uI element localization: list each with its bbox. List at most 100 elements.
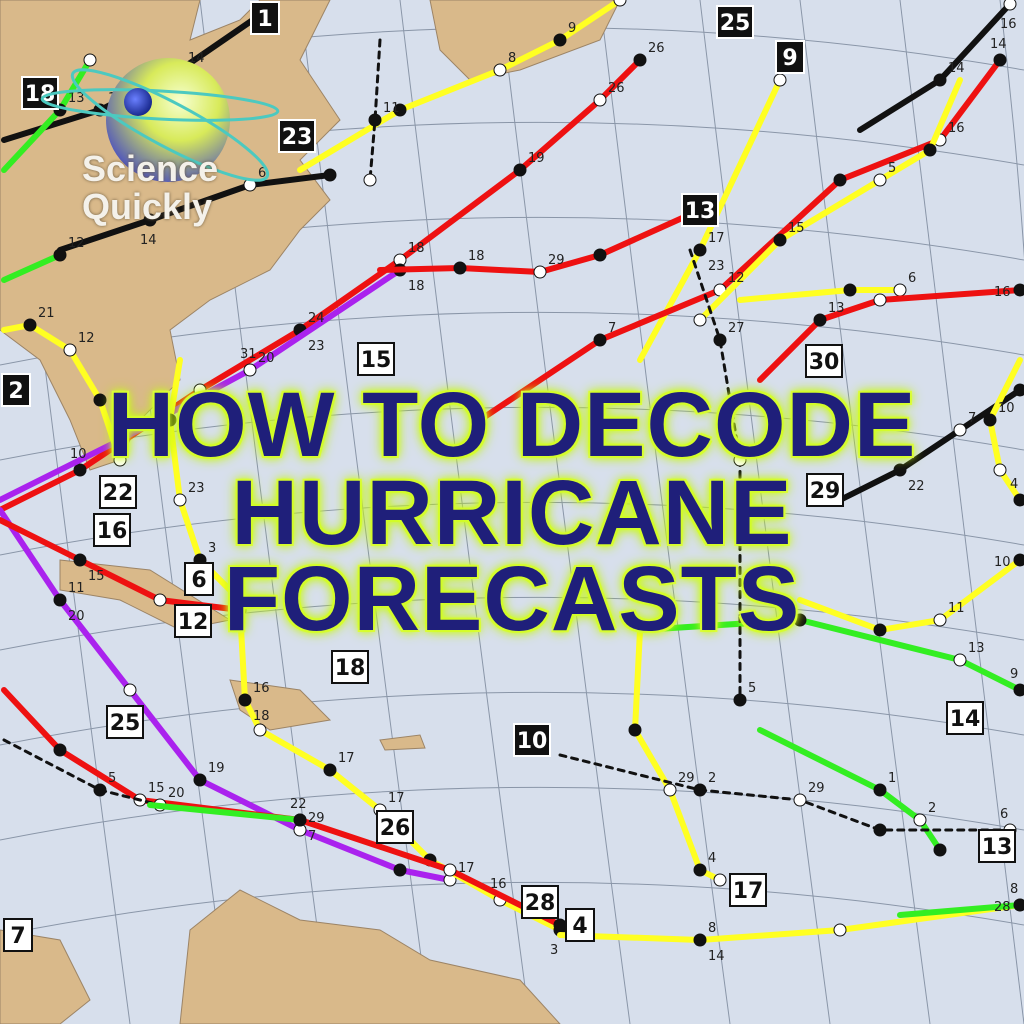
date-label: 20 [68,609,85,624]
track-point [593,93,607,107]
track-point [368,113,382,127]
storm-number-label: 4 [572,914,587,939]
date-label: 14 [708,949,725,964]
storm-label-box [946,701,984,735]
track-point [163,413,177,427]
date-label: 13 [968,641,985,656]
title-line-3-text: FORECASTS [223,548,801,650]
date-label: 4 [708,851,716,866]
storm-number-label: 26 [380,816,411,841]
track-point [1013,493,1024,507]
date-label: 1 [888,771,896,786]
track-point [873,823,887,837]
track-point [793,613,807,627]
track-point [173,493,187,507]
track-point [983,413,997,427]
date-label: 10 [994,555,1011,570]
track-point [933,73,947,87]
track-point [63,343,77,357]
date-label: 9 [568,21,576,36]
tropical-depression-track [897,902,1023,918]
meridian-line [799,0,931,1024]
date-label: 14 [948,61,965,76]
storm-number-label: 17 [733,879,764,904]
date-label: 5 [748,681,756,696]
track-point [123,683,137,697]
date-label: 20 [168,786,185,801]
track-point [993,463,1007,477]
track-point [893,463,907,477]
storm-label-box [775,40,805,74]
track-point [53,743,67,757]
date-label: 7 [308,829,316,844]
date-label: 23 [188,481,205,496]
track-point [893,283,907,297]
land-mass [379,734,426,751]
track-point [93,783,107,797]
track-point [843,283,857,297]
track-point [628,723,642,737]
date-label: 6 [1000,807,1008,822]
track-point [238,693,252,707]
date-label: 10 [70,447,87,462]
date-label: 12 [728,271,745,286]
storm-number-label: 22 [103,481,134,506]
track-point [593,333,607,347]
meridian-line [999,0,1024,1024]
date-label: 7 [968,411,976,426]
storm-number-label: 15 [361,348,392,373]
track-point [93,393,107,407]
track-point [773,73,787,87]
storm-number-label: 30 [809,350,840,375]
date-label: 3 [208,541,216,556]
track-point [513,163,527,177]
date-label: 2 [928,801,936,816]
date-label: 9 [1010,667,1018,682]
storm-number-label: 13 [685,199,716,224]
storm-number-label: 2 [8,379,23,404]
track-point [53,248,67,262]
track-point [593,248,607,262]
storm-label-box [331,650,369,684]
track-point [773,233,787,247]
date-label: 22 [290,797,307,812]
storm-label-box [278,119,316,153]
title-line-3: FORECASTS [0,548,1024,650]
date-label: 15 [148,781,165,796]
extratropical-track [558,753,1012,832]
track-point [873,173,887,187]
track-point [693,313,707,327]
track-point [953,423,967,437]
track-point [193,773,207,787]
track-point [833,173,847,187]
storm-label-box [978,829,1016,863]
date-label: 13 [68,91,85,106]
date-label: 26 [608,81,625,96]
parallel-line [0,596,1024,651]
storm-number-label: 9 [782,46,797,71]
track-point [153,593,167,607]
date-label: 7 [608,321,616,336]
storm-label-box [1,373,31,407]
storm-number-label: 6 [191,568,206,593]
track-point [1013,553,1024,567]
date-label: 14 [990,37,1007,52]
track-point [733,453,747,467]
track-point [553,33,567,47]
track-point [53,593,67,607]
track-point [713,873,727,887]
track-point [923,143,937,157]
track-point [323,168,337,182]
hurricane-track [0,57,643,513]
date-label: 15 [788,221,805,236]
extratropical-track [368,38,382,182]
date-label: 17 [708,231,725,246]
land-mass [179,889,561,1024]
date-label: 23 [308,339,325,354]
date-label: 14 [188,51,205,66]
track-point [913,813,927,827]
date-label: 17 [338,751,355,766]
track-point [113,453,127,467]
track-point [1013,683,1024,697]
track-point [613,0,627,7]
